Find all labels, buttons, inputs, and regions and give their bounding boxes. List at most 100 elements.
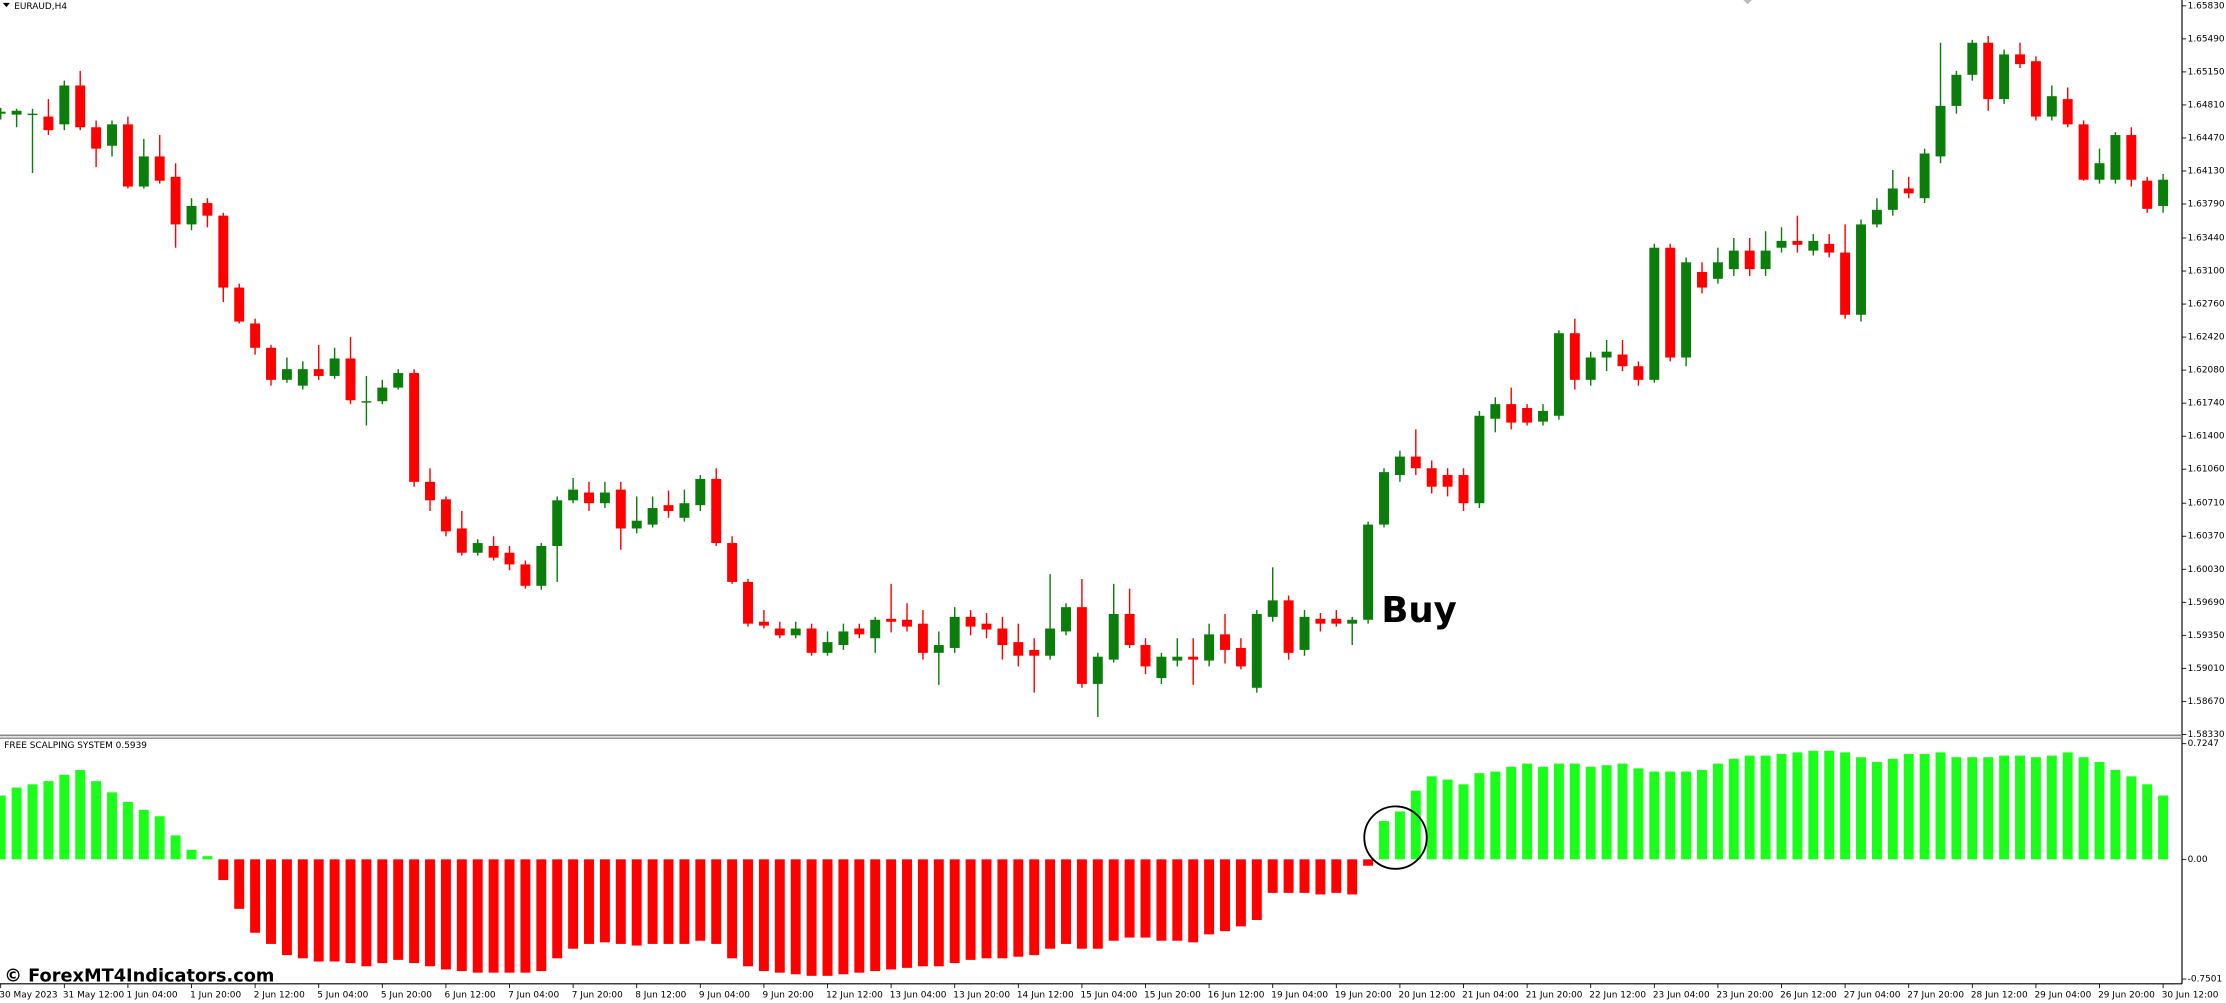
histogram-bar [1394,811,1405,860]
histogram-bar [1569,763,1580,860]
x-tick-label: 13 Jun 20:00 [953,991,1010,1001]
candle-body [170,176,181,225]
histogram-bar [1712,763,1723,860]
candle-body [743,581,753,624]
candle-body [2142,180,2153,209]
candle-body [1999,54,2010,100]
histogram-bar [1076,859,1087,949]
histogram-bar [234,859,245,909]
histogram-bar [472,859,483,973]
histogram-bar [631,859,642,946]
candle-body [27,113,38,116]
candle-body [43,116,54,131]
candle-body [1108,613,1119,660]
candle-body [2015,54,2025,65]
histogram-bar [1840,752,1851,860]
x-tick-label: 7 Jun 04:00 [508,991,559,1001]
candle-body [1744,250,1755,270]
x-tick-label: 2 Jun 12:00 [254,991,305,1001]
histogram-bar [2158,795,2169,860]
candle-body [568,489,579,501]
histogram-bar [1697,769,1707,860]
histogram-bar [2142,784,2153,860]
candle-body [727,543,738,582]
histogram-bar [1315,859,1326,895]
histogram-bar [425,859,435,967]
candle-body [1204,634,1215,661]
y-tick-label: 1.58330 [2188,730,2225,740]
candle-body [1856,224,1866,315]
candle-body [1506,404,1517,423]
candle-body [615,489,626,529]
candle-body [1728,250,1739,270]
y-tick-label: 1.63790 [2188,200,2225,210]
histogram-bar [1856,757,1866,860]
candle-body [599,492,610,504]
y-tick-label: 1.62760 [2188,300,2225,310]
histogram-bar [1919,754,1930,860]
y-tick-label: 1.60030 [2188,565,2225,575]
histogram-bar [536,859,547,972]
x-tick-label: 29 Jun 20:00 [2098,991,2155,1001]
histogram-bar [2078,757,2089,860]
candle-body [107,124,117,146]
x-tick-label: 6 Jun 12:00 [444,991,495,1001]
candle-body [584,492,594,504]
histogram-bar [1792,752,1803,860]
histogram-bar [345,859,356,964]
histogram-bar [266,859,276,944]
histogram-bar [1061,859,1071,944]
candle-body [59,85,70,125]
histogram-bar [361,859,372,967]
histogram-bar [1490,771,1501,860]
candle-body [631,520,642,529]
candle-body [1967,42,1978,75]
indicator-title: FREE SCALPING SYSTEM 0.5939 [4,741,147,751]
histogram-bar [1601,765,1612,860]
x-tick-label: 5 Jun 04:00 [317,991,368,1001]
histogram-bar [1871,761,1882,860]
histogram-bar [774,859,785,973]
candle-body [2078,124,2089,180]
x-tick-label: 13 Jun 04:00 [890,991,947,1001]
candle-body [1267,600,1278,617]
histogram-bar [2030,757,2041,860]
candle-body [933,645,944,653]
histogram-bar [1951,757,1962,860]
candle-body [695,478,706,506]
histogram-bar [1522,763,1533,860]
histogram-bar [456,859,467,972]
candle-body [711,478,722,544]
y-tick-label: 0.00 [2188,855,2208,865]
histogram-bar [902,859,912,968]
histogram-bar [1188,859,1199,943]
watermark: © ForexMT4Indicators.com [4,967,274,987]
histogram-bar [1363,859,1374,866]
x-tick-label: 27 Jun 04:00 [1844,991,1901,1001]
candle-body [1681,262,1692,358]
histogram-bar [1506,766,1517,860]
candle-body [870,619,881,639]
candle-body [1919,153,1930,199]
histogram-bar [1903,754,1914,860]
candle-body [504,552,515,565]
candle-body [1569,333,1580,380]
candle-body [1076,607,1087,684]
histogram-bar [1776,754,1787,860]
histogram-bar [1553,763,1564,860]
candle-body [1649,247,1660,380]
histogram-bar [790,859,801,975]
histogram-bar [1744,755,1755,860]
histogram-bar [1458,784,1469,860]
histogram-bar [2015,755,2025,860]
y-tick-label: 1.60710 [2188,499,2225,509]
histogram-bar [1983,757,1994,860]
candle-body [1331,618,1342,624]
candle-body [154,156,165,181]
candle-body [1283,600,1294,653]
candle-body [822,642,833,653]
histogram-bar [1617,763,1628,860]
y-tick-label: 1.64470 [2188,133,2225,143]
x-tick-label: 19 Jun 20:00 [1335,991,1392,1001]
y-tick-label: 1.61740 [2188,399,2225,409]
